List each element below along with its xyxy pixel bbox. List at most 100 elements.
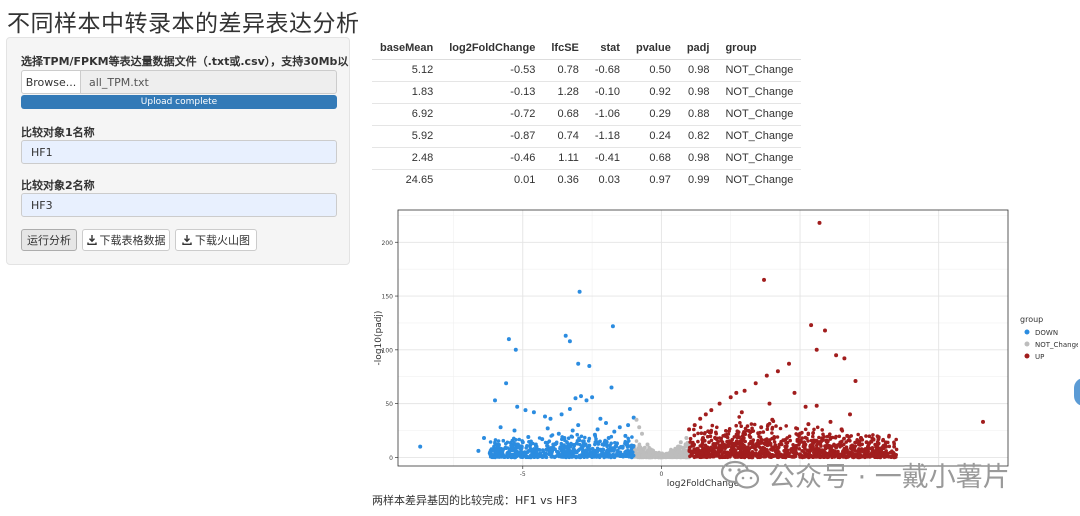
table-cell: 5.12 <box>372 58 442 81</box>
scatter-point <box>886 440 890 445</box>
scatter-point <box>504 442 508 446</box>
scatter-point <box>891 451 896 455</box>
scatter-point <box>570 428 575 433</box>
scatter-point <box>811 431 815 435</box>
scatter-point <box>717 401 722 406</box>
scatter-point <box>776 453 780 458</box>
download-volcano-button[interactable]: 下载火山图 <box>175 229 257 251</box>
volcano-plot: 0 50 100 150 200 -5 0 log2FoldChange -log10(pa… <box>374 209 1078 489</box>
scatter-point <box>792 449 797 454</box>
scatter-point <box>760 446 765 451</box>
scatter-point <box>566 436 571 440</box>
table-cell: 0.74 <box>543 124 587 147</box>
scatter-point <box>587 436 592 441</box>
scatter-point <box>803 427 808 432</box>
scatter-point <box>792 390 797 395</box>
scatter-point <box>708 434 713 438</box>
column-header: lfcSE <box>543 37 587 60</box>
scatter-point <box>778 426 783 431</box>
scatter-point <box>582 455 586 459</box>
scatter-point <box>847 450 851 454</box>
scatter-point <box>656 452 661 457</box>
scatter-point <box>879 448 884 452</box>
scatter-point <box>533 444 538 448</box>
scatter-point <box>706 429 710 433</box>
scatter-point <box>823 444 827 448</box>
scatter-point <box>519 449 523 454</box>
scatter-point <box>584 448 588 452</box>
obj1-input[interactable]: HF1 <box>21 140 337 164</box>
scatter-point <box>806 439 810 443</box>
scatter-point <box>777 450 781 454</box>
scatter-point <box>493 440 497 444</box>
sidebar-panel: 选择TPM/FPKM等表达量数据文件（.txt或.csv），支持30Mb以内 B… <box>6 37 350 265</box>
y-tick-label: 0 <box>389 455 393 462</box>
scatter-point <box>820 428 824 432</box>
scatter-point <box>751 443 755 448</box>
scatter-point <box>861 449 865 454</box>
legend-swatch-up <box>1024 353 1030 359</box>
scatter-point <box>842 442 846 447</box>
scatter-point <box>638 445 643 449</box>
results-table: baseMean log2FoldChange lfcSE stat pvalu… <box>372 37 802 191</box>
scatter-point <box>496 439 501 443</box>
scatter-point <box>513 451 518 455</box>
scatter-point <box>734 390 739 395</box>
scatter-point <box>696 431 700 436</box>
scatter-point <box>817 220 822 225</box>
scatter-point <box>692 427 696 432</box>
table-cell: 0.98 <box>678 80 718 103</box>
scatter-point <box>749 422 754 426</box>
scatter-point <box>820 448 824 452</box>
scatter-point <box>601 453 605 458</box>
x-axis-label: log2FoldChange <box>667 479 740 489</box>
floating-side-button[interactable] <box>1074 378 1080 406</box>
scatter-point <box>579 394 583 399</box>
scatter-point <box>523 408 528 413</box>
scatter-point <box>822 450 827 454</box>
obj2-input[interactable]: HF3 <box>21 193 337 217</box>
obj2-label: 比较对象2名称 <box>21 179 95 192</box>
scatter-point <box>634 417 639 422</box>
scatter-point <box>765 427 770 431</box>
obj1-label: 比较对象1名称 <box>21 126 95 139</box>
scatter-point <box>796 437 801 442</box>
watermark-text: 公众号 · 一戴小薯片 <box>768 462 1010 493</box>
scatter-point <box>512 436 516 441</box>
scatter-point <box>893 455 897 460</box>
scatter-point <box>549 434 553 438</box>
download-table-button[interactable]: 下载表格数据 <box>82 229 170 251</box>
scatter-point <box>887 434 891 439</box>
table-cell: -0.72 <box>441 102 544 125</box>
scatter-point <box>596 453 601 458</box>
table-cell: -0.68 <box>586 58 628 81</box>
scatter-point <box>575 432 579 437</box>
scatter-point <box>501 438 506 443</box>
scatter-point <box>745 424 750 428</box>
scatter-point <box>759 450 764 454</box>
scatter-point <box>715 425 719 430</box>
browse-button[interactable]: Browse... <box>21 70 81 94</box>
column-header: padj <box>678 37 718 60</box>
scatter-point <box>784 424 788 428</box>
column-header: group <box>717 37 802 60</box>
scatter-point <box>806 431 811 436</box>
scatter-point <box>809 438 814 443</box>
scatter-point <box>792 455 797 459</box>
scatter-point <box>493 398 497 403</box>
scatter-point <box>630 435 634 439</box>
scatter-point <box>587 443 592 448</box>
scatter-point <box>808 453 813 458</box>
scatter-point <box>850 447 855 452</box>
scatter-point <box>738 421 742 425</box>
column-header: pvalue <box>627 37 679 60</box>
scatter-point <box>761 430 766 434</box>
scatter-point <box>544 451 548 456</box>
scatter-point <box>785 449 789 454</box>
run-analysis-button[interactable]: 运行分析 <box>21 229 77 251</box>
scatter-point <box>567 407 572 411</box>
scatter-point <box>700 451 705 455</box>
scatter-point <box>826 455 831 459</box>
scatter-point <box>545 444 549 448</box>
scatter-point <box>509 444 514 449</box>
